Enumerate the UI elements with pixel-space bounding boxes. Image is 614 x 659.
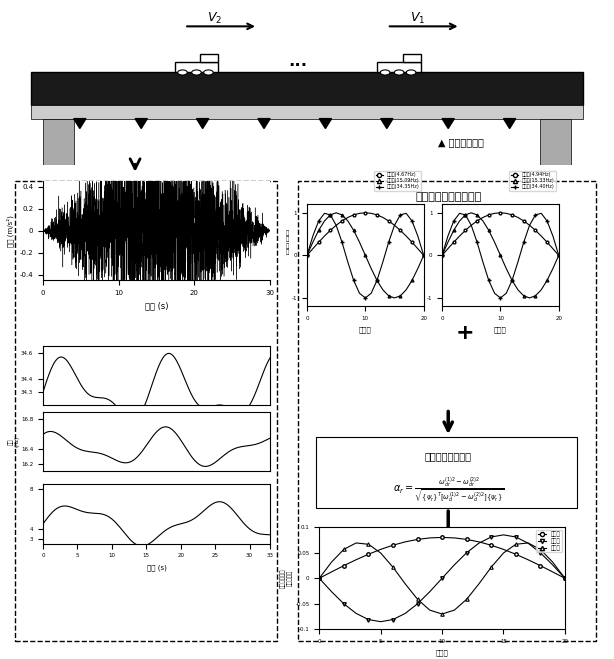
X-axis label: 节点号: 节点号 [494,327,507,333]
Polygon shape [258,119,270,129]
Text: 车桥耦合振动响应采集: 车桥耦合振动响应采集 [114,200,181,210]
Polygon shape [381,119,393,129]
Polygon shape [196,119,209,129]
Polygon shape [503,119,516,129]
X-axis label: 节点号: 节点号 [359,327,371,333]
Y-axis label: 振速 (m/s²): 振速 (m/s²) [7,215,14,246]
X-axis label: 时间 (s): 时间 (s) [145,301,168,310]
Bar [403,54,421,62]
FancyBboxPatch shape [298,181,596,641]
Text: +: + [456,323,475,343]
Polygon shape [135,119,147,129]
X-axis label: 时间 (s): 时间 (s) [147,564,166,571]
Circle shape [204,70,213,75]
Polygon shape [31,72,583,105]
FancyBboxPatch shape [15,181,277,641]
Bar [174,62,219,72]
Text: 不同时刻动力特征参数: 不同时刻动力特征参数 [415,192,481,202]
Circle shape [380,70,390,75]
FancyBboxPatch shape [316,437,577,508]
Y-axis label: 频率
(Hz): 频率 (Hz) [8,436,20,447]
Text: ...: ... [288,52,308,70]
Legend: 第一阶, 第二阶, 第三阶: 第一阶, 第二阶, 第三阶 [536,530,562,552]
Legend: 第一阶(4.67Hz), 第二阶(15.09Hz), 第三阶(34.35Hz): 第一阶(4.67Hz), 第二阶(15.09Hz), 第三阶(34.35Hz) [375,171,421,191]
Polygon shape [319,119,332,129]
Circle shape [192,70,201,75]
Circle shape [406,70,416,75]
Y-axis label: 质量归一化位
移振型系数: 质量归一化位 移振型系数 [281,569,292,588]
Text: $V_2$: $V_2$ [208,11,222,26]
Polygon shape [442,119,454,129]
Circle shape [177,70,187,75]
Legend: 第一阶(4.94Hz), 第二阶(15.33Hz), 第三阶(34.40Hz): 第一阶(4.94Hz), 第二阶(15.33Hz), 第三阶(34.40Hz) [510,171,556,191]
Y-axis label: 振
型
向
量: 振 型 向 量 [286,230,289,255]
Text: 振型缩放系数计算: 振型缩放系数计算 [425,451,472,461]
Text: $V_1$: $V_1$ [410,11,425,26]
Bar [540,119,571,165]
Text: ▲ 加速度传感器: ▲ 加速度传感器 [438,136,483,147]
Text: $\alpha_r = \frac{\omega_{dr}^{(1)2} - \omega_{dr}^{(2)2}}{\sqrt{\{\psi_r\}^T[\o: $\alpha_r = \frac{\omega_{dr}^{(1)2} - \… [392,475,504,503]
Circle shape [394,70,404,75]
Text: 时变动力特征参数识别: 时变动力特征参数识别 [114,394,181,404]
Polygon shape [31,105,583,119]
Bar [201,54,219,62]
X-axis label: 节点号: 节点号 [436,650,448,656]
Bar [377,62,421,72]
Text: 结构质量归一化位移振型: 结构质量归一化位移振型 [414,548,483,558]
Polygon shape [74,119,86,129]
Bar [43,119,74,165]
